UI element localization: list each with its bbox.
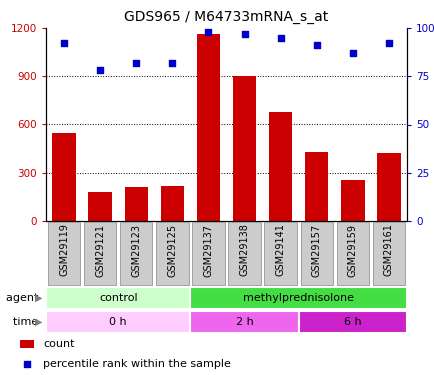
FancyBboxPatch shape <box>46 287 190 309</box>
Bar <box>268 112 292 221</box>
Point <box>385 40 391 46</box>
Bar <box>340 180 364 221</box>
Bar <box>232 76 256 221</box>
Text: percentile rank within the sample: percentile rank within the sample <box>43 358 231 369</box>
FancyBboxPatch shape <box>46 311 190 333</box>
Text: ▶: ▶ <box>34 317 42 327</box>
FancyBboxPatch shape <box>228 222 260 285</box>
Point <box>312 42 319 48</box>
Point <box>349 50 355 56</box>
Text: GSM29125: GSM29125 <box>167 224 177 277</box>
Bar <box>304 152 328 221</box>
Bar <box>20 340 33 348</box>
FancyBboxPatch shape <box>372 222 404 285</box>
Bar <box>124 187 148 221</box>
Text: 0 h: 0 h <box>109 317 127 327</box>
Bar <box>88 192 112 221</box>
Point <box>168 60 175 66</box>
FancyBboxPatch shape <box>48 222 80 285</box>
Text: GSM29119: GSM29119 <box>59 224 69 276</box>
Bar <box>376 153 400 221</box>
FancyBboxPatch shape <box>190 311 298 333</box>
Bar <box>196 34 220 221</box>
Text: methylprednisolone: methylprednisolone <box>243 293 353 303</box>
Point <box>132 60 139 66</box>
Text: GSM29159: GSM29159 <box>347 224 357 277</box>
FancyBboxPatch shape <box>336 222 368 285</box>
Text: control: control <box>99 293 137 303</box>
Point <box>96 68 103 74</box>
FancyBboxPatch shape <box>84 222 116 285</box>
FancyBboxPatch shape <box>192 222 224 285</box>
Point <box>204 29 211 35</box>
Point <box>23 361 30 367</box>
Text: 6 h: 6 h <box>343 317 361 327</box>
Text: GSM29157: GSM29157 <box>311 224 321 277</box>
Bar <box>160 186 184 221</box>
Text: count: count <box>43 339 75 349</box>
Text: time: time <box>13 317 42 327</box>
FancyBboxPatch shape <box>190 287 406 309</box>
Bar <box>52 132 76 221</box>
Text: GSM29123: GSM29123 <box>131 224 141 277</box>
FancyBboxPatch shape <box>300 222 332 285</box>
Text: GSM29141: GSM29141 <box>275 224 285 276</box>
Text: ▶: ▶ <box>34 293 42 303</box>
Text: 2 h: 2 h <box>235 317 253 327</box>
Text: agent: agent <box>6 293 42 303</box>
FancyBboxPatch shape <box>156 222 188 285</box>
Point <box>276 34 283 40</box>
FancyBboxPatch shape <box>120 222 152 285</box>
FancyBboxPatch shape <box>298 311 406 333</box>
Text: GSM29138: GSM29138 <box>239 224 249 276</box>
Point <box>60 40 67 46</box>
Text: GSM29161: GSM29161 <box>383 224 393 276</box>
Point <box>240 31 247 37</box>
Text: GSM29137: GSM29137 <box>203 224 213 277</box>
Text: GSM29121: GSM29121 <box>95 224 105 277</box>
Title: GDS965 / M64733mRNA_s_at: GDS965 / M64733mRNA_s_at <box>124 10 328 24</box>
FancyBboxPatch shape <box>264 222 296 285</box>
